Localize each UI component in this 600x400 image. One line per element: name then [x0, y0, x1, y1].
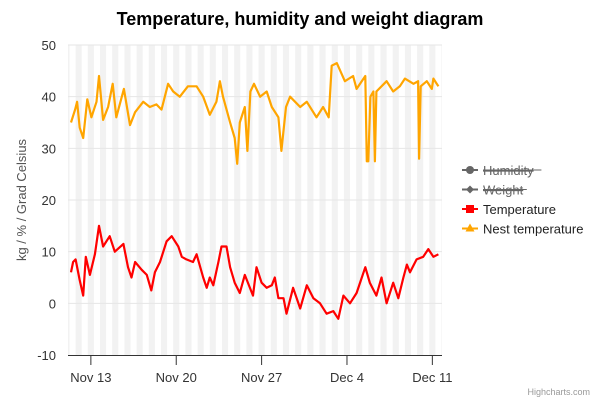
series-line-temperature[interactable] — [69, 224, 439, 320]
y-tick-label: 10 — [42, 245, 56, 260]
y-tick-label: 20 — [42, 193, 56, 208]
grid-lines — [68, 44, 442, 304]
square-marker-icon — [466, 205, 474, 213]
legend-item-temperature[interactable]: Temperature — [462, 202, 556, 217]
legend-item-nest-temperature[interactable]: Nest temperature — [462, 222, 583, 237]
x-tick-label: Nov 27 — [241, 370, 282, 385]
x-tick-label: Dec 4 — [330, 370, 364, 385]
y-tick-label: 30 — [42, 141, 56, 156]
diamond-marker-icon — [466, 185, 474, 194]
y-axis-label: kg / % / Grad Celsius — [14, 138, 29, 261]
y-tick-label: 50 — [42, 38, 56, 53]
x-tick-label: Nov 13 — [70, 370, 111, 385]
y-tick-label: 40 — [42, 90, 56, 105]
legend: Humidity Weight Temperature Nest temperatur… — [462, 163, 583, 237]
circle-marker-icon — [466, 166, 474, 174]
chart-title: Temperature, humidity and weight diagram — [117, 9, 484, 29]
legend-item-weight[interactable]: Weight — [462, 183, 527, 198]
x-tick-label: Dec 11 — [412, 370, 452, 385]
legend-item-humidity[interactable]: Humidity — [462, 163, 542, 178]
credits-link[interactable]: Highcharts.com — [527, 387, 590, 397]
legend-label: Temperature — [483, 202, 556, 217]
x-tick-label: Nov 20 — [156, 370, 197, 385]
y-tick-label: -10 — [37, 348, 56, 363]
axes: -10 0 10 20 30 40 50 Nov 13 Nov 20 Nov 27 Dec 4 Dec… — [37, 38, 452, 385]
y-tick-label: 0 — [49, 296, 56, 311]
triangle-marker-icon — [465, 223, 475, 232]
series-line-nest-temperature[interactable] — [69, 62, 440, 165]
series-group — [69, 62, 440, 320]
legend-label: Nest temperature — [483, 222, 583, 237]
